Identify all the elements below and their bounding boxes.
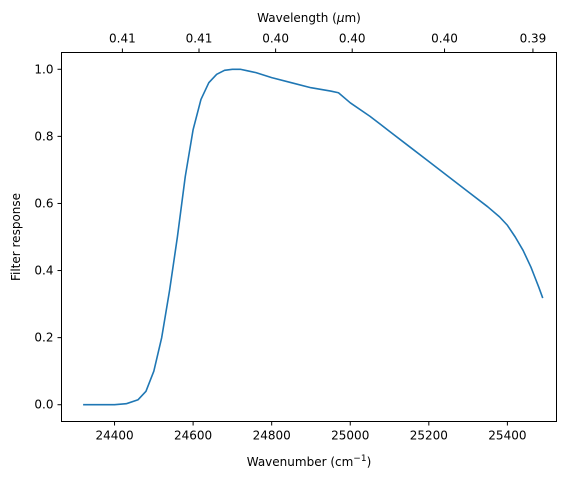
y-tick-label: 1.0 [34, 62, 53, 76]
x-axis-ticks: 24400 24600 24800 25000 25200 25400 [95, 421, 526, 443]
plot-area [83, 68, 544, 406]
x-tick-label: 25200 [410, 429, 448, 443]
x-tick-label: 25400 [488, 429, 526, 443]
y-tick-label: 0.0 [34, 398, 53, 412]
x-tick-label: 24800 [253, 429, 291, 443]
series-line [83, 68, 544, 406]
x-tick-label: 24600 [174, 429, 212, 443]
top-axis-ticks: 0.41 0.41 0.40 0.40 0.40 0.39 [109, 32, 546, 53]
y-tick-label: 0.4 [34, 264, 53, 278]
top-axis-label: Wavelength (μm) [257, 11, 361, 25]
plot-frame [61, 52, 557, 422]
y-axis-ticks: 0.0 0.2 0.4 0.6 0.8 1.0 [34, 62, 62, 412]
y-tick-label: 0.6 [34, 196, 53, 210]
top-tick-label: 0.41 [186, 32, 213, 46]
x-axis-label: Wavenumber (cm−1) [247, 454, 372, 469]
y-tick-label: 0.8 [34, 129, 53, 143]
x-tick-label: 24400 [95, 429, 133, 443]
top-tick-label: 0.40 [339, 32, 366, 46]
top-tick-label: 0.40 [262, 32, 289, 46]
y-tick-label: 0.2 [34, 331, 53, 345]
top-tick-label: 0.39 [520, 32, 547, 46]
top-tick-label: 0.40 [431, 32, 458, 46]
top-tick-label: 0.41 [109, 32, 136, 46]
y-axis-label: Filter response [9, 193, 23, 281]
x-tick-label: 25000 [331, 429, 369, 443]
